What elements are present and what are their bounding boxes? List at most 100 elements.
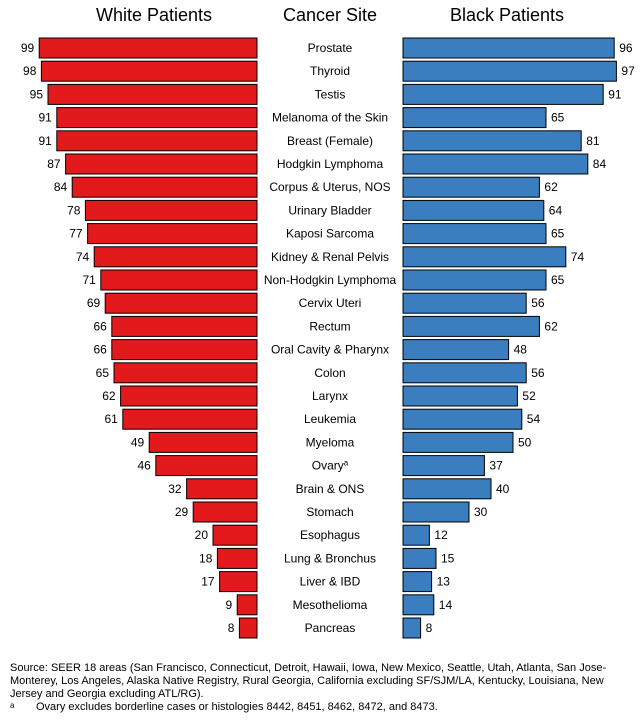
- white-value-hodgkin-lymphoma: 87: [47, 157, 61, 171]
- black-value-lung-bronchus: 15: [441, 551, 455, 565]
- site-label-prostate: Prostate: [308, 41, 353, 55]
- black-value-stomach: 30: [474, 505, 488, 519]
- white-bar-colon: [113, 362, 258, 384]
- white-bar-mesothelioma: [236, 594, 258, 616]
- white-bar-kidney-renal-pelvis: [93, 246, 258, 268]
- black-bar-urinary-bladder: [402, 199, 545, 221]
- black-value-prostate: 96: [619, 41, 633, 55]
- white-bar-non-hodgkin-lymphoma: [100, 269, 258, 291]
- white-value-testis: 95: [30, 87, 44, 101]
- white-bar-cervix-uteri: [104, 292, 258, 314]
- white-bar-liver-ibd: [219, 571, 258, 593]
- white-value-stomach: 29: [175, 505, 189, 519]
- white-bar-lung-bronchus: [216, 547, 258, 569]
- black-bar-myeloma: [402, 431, 514, 453]
- black-value-melanoma-of-the-skin: 65: [551, 111, 565, 125]
- site-label-liver-ibd: Liver & IBD: [300, 575, 361, 589]
- white-value-larynx: 62: [102, 389, 116, 403]
- black-bar-larynx: [402, 385, 518, 407]
- black-value-myeloma: 50: [518, 435, 532, 449]
- white-bar-breast-female: [56, 130, 258, 152]
- black-value-cervix-uteri: 56: [531, 296, 545, 310]
- white-bar-pancreas: [238, 617, 258, 639]
- white-bar-melanoma-of-the-skin: [56, 107, 258, 129]
- black-bar-testis: [402, 83, 604, 105]
- white-bar-myeloma: [148, 431, 258, 453]
- white-bar-prostate: [38, 37, 258, 59]
- white-bar-oral-cavity-pharynx: [111, 339, 258, 361]
- survival-butterfly-chart: White Patients Cancer Site Black Patient…: [21, 5, 635, 639]
- site-label-kaposi-sarcoma: Kaposi Sarcoma: [286, 227, 374, 241]
- white-bar-rectum: [111, 315, 258, 337]
- black-bar-cervix-uteri: [402, 292, 527, 314]
- black-bar-kaposi-sarcoma: [402, 223, 547, 245]
- site-label-leukemia: Leukemia: [304, 412, 356, 426]
- site-label-hodgkin-lymphoma: Hodgkin Lymphoma: [277, 157, 384, 171]
- black-bar-breast-female: [402, 130, 582, 152]
- black-bar-lung-bronchus: [402, 547, 437, 569]
- black-value-pancreas: 8: [426, 621, 433, 635]
- black-bar-melanoma-of-the-skin: [402, 107, 547, 129]
- black-value-larynx: 52: [522, 389, 536, 403]
- white-bar-corpus-uterus-nos: [71, 176, 258, 198]
- black-value-corpus-uterus-nos: 62: [544, 180, 558, 194]
- black-patients-title: Black Patients: [450, 5, 564, 25]
- white-value-brain-ons: 32: [168, 482, 182, 496]
- black-value-thyroid: 97: [621, 64, 635, 78]
- black-bar-pancreas: [402, 617, 422, 639]
- site-label-breast-female: Breast (Female): [287, 134, 373, 148]
- footnote-text: Ovary excludes borderline cases or histo…: [36, 701, 438, 713]
- white-value-rectum: 66: [93, 319, 107, 333]
- white-value-liver-ibd: 17: [201, 575, 215, 589]
- white-value-melanoma-of-the-skin: 91: [38, 111, 52, 125]
- footnote-marker: a: [10, 701, 15, 710]
- black-bar-oral-cavity-pharynx: [402, 339, 510, 361]
- site-label-thyroid: Thyroid: [310, 64, 350, 78]
- ovary-footnote: a Ovary excludes borderline cases or his…: [10, 701, 638, 714]
- black-bar-prostate: [402, 37, 615, 59]
- black-bar-stomach: [402, 501, 470, 523]
- white-bar-larynx: [120, 385, 258, 407]
- white-value-cervix-uteri: 69: [87, 296, 101, 310]
- source-note: Source: SEER 18 areas (San Francisco, Co…: [10, 662, 607, 700]
- white-value-colon: 65: [96, 366, 110, 380]
- black-bar-brain-ons: [402, 478, 492, 500]
- site-label-urinary-bladder: Urinary Bladder: [288, 203, 371, 217]
- site-label-brain-ons: Brain & ONS: [296, 482, 365, 496]
- site-label-testis: Testis: [315, 87, 346, 101]
- site-superscript-ovary: a: [344, 459, 349, 468]
- white-patients-title: White Patients: [96, 5, 212, 25]
- white-bar-stomach: [192, 501, 258, 523]
- black-bar-ovary: [402, 455, 485, 477]
- black-bar-non-hodgkin-lymphoma: [402, 269, 547, 291]
- site-label-rectum: Rectum: [309, 319, 350, 333]
- black-bar-liver-ibd: [402, 571, 433, 593]
- black-value-breast-female: 81: [586, 134, 600, 148]
- black-value-ovary: 37: [489, 459, 503, 473]
- black-value-colon: 56: [531, 366, 545, 380]
- white-value-non-hodgkin-lymphoma: 71: [82, 273, 96, 287]
- white-value-lung-bronchus: 18: [199, 551, 213, 565]
- white-value-kidney-renal-pelvis: 74: [76, 250, 90, 264]
- site-label-non-hodgkin-lymphoma: Non-Hodgkin Lymphoma: [264, 273, 397, 287]
- white-bar-leukemia: [122, 408, 258, 430]
- site-label-ovary: Ovarya: [312, 459, 349, 473]
- white-value-ovary: 46: [137, 459, 151, 473]
- black-value-hodgkin-lymphoma: 84: [593, 157, 607, 171]
- black-value-leukemia: 54: [527, 412, 541, 426]
- site-label-cervix-uteri: Cervix Uteri: [299, 296, 362, 310]
- black-value-esophagus: 12: [434, 528, 448, 542]
- site-label-pancreas: Pancreas: [305, 621, 356, 635]
- white-bar-hodgkin-lymphoma: [65, 153, 258, 175]
- black-bar-leukemia: [402, 408, 523, 430]
- site-label-oral-cavity-pharynx: Oral Cavity & Pharynx: [271, 343, 389, 357]
- white-bar-kaposi-sarcoma: [87, 223, 258, 245]
- white-value-prostate: 99: [21, 41, 35, 55]
- footnotes: Source: SEER 18 areas (San Francisco, Co…: [10, 662, 638, 714]
- black-bar-colon: [402, 362, 527, 384]
- white-value-corpus-uterus-nos: 84: [54, 180, 68, 194]
- black-bar-kidney-renal-pelvis: [402, 246, 567, 268]
- white-value-esophagus: 20: [195, 528, 209, 542]
- white-value-kaposi-sarcoma: 77: [69, 227, 83, 241]
- white-bar-esophagus: [212, 524, 258, 546]
